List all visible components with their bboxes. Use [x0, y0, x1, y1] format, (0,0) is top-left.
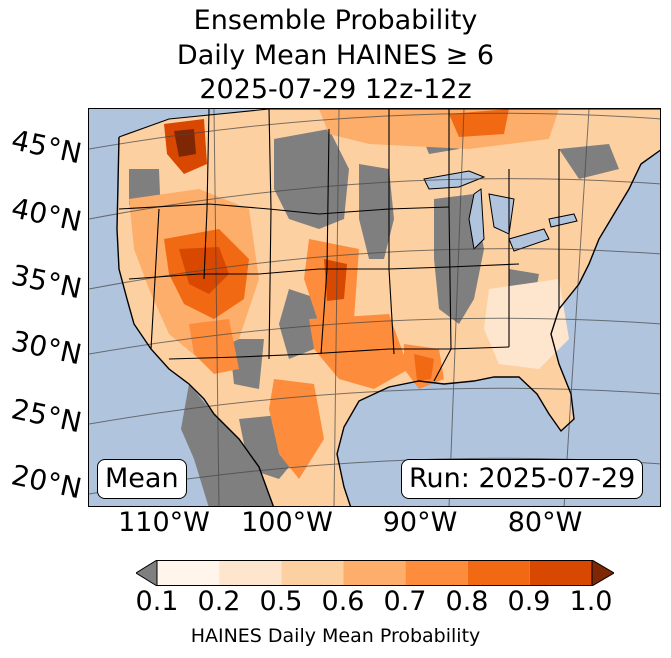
mexico-land [181, 384, 274, 506]
lat-label-40: 40°N [8, 191, 85, 239]
lon-label-110w: 110°W [118, 507, 210, 538]
colorbar-tick-0.9: 0.9 [507, 586, 551, 617]
coastline [116, 136, 660, 506]
colorbar-bin [219, 560, 282, 586]
colorbar-bin [343, 560, 406, 586]
lon-label-80w: 80°W [507, 507, 583, 538]
colorbar [136, 560, 614, 586]
graticule [89, 109, 660, 506]
colorbar-bin [405, 560, 468, 586]
map-svg [89, 109, 660, 506]
colorbar-bin [157, 560, 220, 586]
lat-label-25: 25°N [8, 392, 85, 440]
land-mass [117, 109, 660, 506]
colorbar-tick-0.1: 0.1 [135, 586, 179, 617]
lat-label-20: 20°N [8, 458, 85, 506]
title-line-2: Daily Mean HAINES ≥ 6 [176, 40, 495, 71]
colorbar-tick-0.8: 0.8 [445, 586, 489, 617]
colorbar-label: HAINES Daily Mean Probability [190, 625, 481, 647]
colorbar-bin [281, 560, 344, 586]
title-line-3: 2025-07-29 12z-12z [199, 74, 472, 105]
great-lakes [423, 170, 578, 252]
colorbar-tick-0.6: 0.6 [321, 586, 365, 617]
lon-label-90w: 90°W [382, 507, 458, 538]
probability-fill [129, 109, 569, 479]
lon-label-100w: 100°W [241, 507, 333, 538]
lat-label-30: 30°N [8, 324, 85, 372]
colorbar-bin [467, 560, 530, 586]
colorbar-tick-1.0: 1.0 [569, 586, 613, 617]
colorbar-over-arrow [591, 560, 614, 586]
colorbar-tick-0.2: 0.2 [197, 586, 241, 617]
colorbar-tick-0.5: 0.5 [259, 586, 303, 617]
colorbar-tick-0.7: 0.7 [383, 586, 427, 617]
colorbar-bin [529, 560, 592, 586]
mean-box: Mean [97, 459, 187, 499]
colorbar-outline [156, 560, 593, 586]
lat-label-45: 45°N [8, 123, 85, 171]
lat-label-35: 35°N [8, 258, 85, 306]
title-line-1: Ensemble Probability [193, 5, 478, 36]
run-date-box: Run: 2025-07-29 [401, 459, 644, 499]
state-borders [118, 109, 660, 382]
colorbar-under-arrow [136, 560, 158, 586]
probability-map[interactable] [88, 108, 661, 507]
